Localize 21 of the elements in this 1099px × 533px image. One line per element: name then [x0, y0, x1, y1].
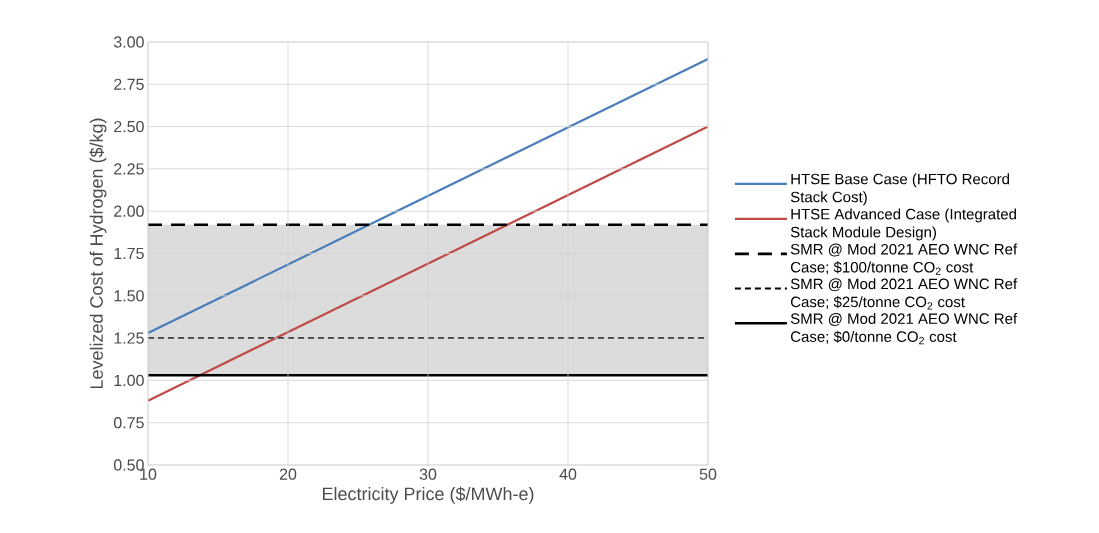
- y-tick-label: 0.75: [113, 417, 144, 429]
- y-tick-label: 2.00: [114, 205, 144, 217]
- y-tick-label: 2.50: [114, 120, 144, 133]
- x-axis-title: Electricity Price ($/MWh-e): [322, 486, 534, 504]
- legend-label: SMR @ Mod 2021 AEO WNC Ref Case; $25/tonne CO$_{2}$ cost: [790, 278, 1018, 310]
- legend-label: SMR @ Mod 2021 AEO WNC Ref Case; $0/tonne CO$_{2}$ cost: [790, 312, 1018, 345]
- y-tick-label: 1.50: [114, 290, 144, 302]
- y-tick-label: 1.00: [114, 374, 144, 387]
- legend-label: HTSE Base Case (HFTO Record Stack Cost): [790, 173, 1009, 206]
- x-tick-label: 20: [279, 468, 297, 480]
- y-axis-title: Levelized Cost of Hydrogen ($/kg): [89, 118, 107, 389]
- x-tick-label: 50: [699, 468, 717, 480]
- legend-label: HTSE Advanced Case (Integrated Stack Module Design): [790, 208, 1016, 241]
- x-tick-label: 40: [559, 468, 577, 480]
- y-tick-label: 2.75: [114, 78, 144, 90]
- x-tick-label: 30: [419, 468, 437, 480]
- y-tick-label: 2.25: [114, 163, 144, 175]
- y-tick-label: 1.25: [114, 332, 144, 344]
- y-tick-label: 1.75: [114, 247, 144, 260]
- legend-label: SMR @ Mod 2021 AEO WNC Ref Case; $100/tonne CO$_{2}$ cost: [790, 243, 1018, 275]
- y-tick-label: 3.00: [113, 36, 144, 48]
